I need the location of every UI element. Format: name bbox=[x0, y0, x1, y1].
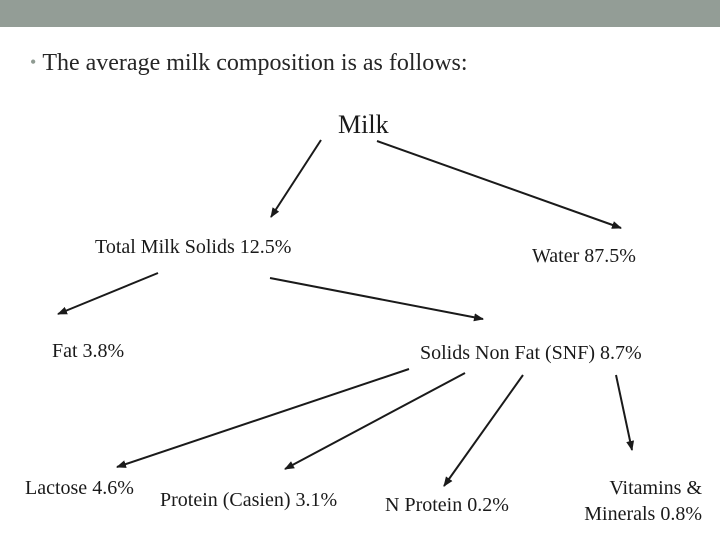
node-total-milk-solids: Total Milk Solids 12.5% bbox=[95, 236, 292, 258]
node-lactose: Lactose 4.6% bbox=[25, 477, 134, 499]
arrow-solids-to-fat bbox=[57, 272, 159, 315]
arrow-snf-to-protein-casein bbox=[284, 372, 466, 470]
arrow-snf-to-lactose bbox=[116, 368, 410, 468]
node-milk: Milk bbox=[338, 110, 389, 139]
node-protein-casein: Protein (Casien) 3.1% bbox=[160, 489, 338, 511]
bullet-text: The average milk composition is as follo… bbox=[42, 50, 468, 76]
node-n-protein: N Protein 0.2% bbox=[385, 494, 509, 516]
node-vitamins-line2: Minerals 0.8% bbox=[584, 503, 702, 525]
node-vitamins-minerals: Vitamins & Minerals 0.8% bbox=[562, 475, 702, 527]
arrow-milk-to-solids bbox=[270, 139, 322, 218]
arrow-snf-to-n-protein bbox=[443, 374, 524, 487]
node-snf: Solids Non Fat (SNF) 8.7% bbox=[420, 342, 642, 364]
node-fat: Fat 3.8% bbox=[52, 340, 125, 362]
node-water: Water 87.5% bbox=[532, 245, 636, 267]
arrow-solids-to-snf bbox=[269, 277, 484, 322]
arrow-snf-to-vitamins bbox=[615, 374, 635, 451]
title-bar bbox=[0, 0, 720, 27]
arrow-milk-to-water bbox=[376, 140, 622, 229]
bullet-item: • The average milk composition is as foll… bbox=[30, 50, 468, 77]
node-vitamins-line1: Vitamins & bbox=[609, 477, 702, 499]
bullet-dot-icon: • bbox=[30, 52, 37, 72]
